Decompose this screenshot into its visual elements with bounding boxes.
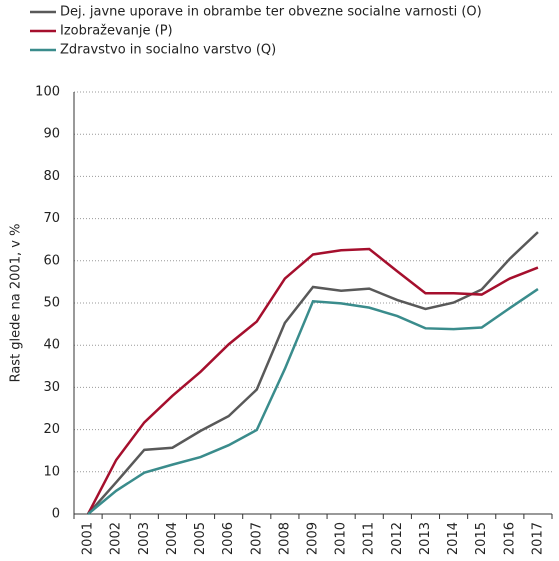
x-tick-label: 2007 bbox=[249, 522, 264, 555]
x-tick-label: 2017 bbox=[530, 522, 545, 555]
y-tick-label: 30 bbox=[43, 380, 60, 395]
x-tick-label: 2015 bbox=[474, 522, 489, 555]
legend-label: Izobraževanje (P) bbox=[60, 24, 173, 39]
y-tick-label: 80 bbox=[43, 169, 60, 184]
x-tick-label: 2012 bbox=[390, 522, 405, 555]
legend-label: Zdravstvo in socialno varstvo (Q) bbox=[60, 43, 276, 58]
x-tick-label: 2011 bbox=[362, 522, 377, 555]
x-tick-label: 2003 bbox=[137, 522, 152, 555]
y-tick-label: 20 bbox=[43, 422, 60, 437]
y-tick-label: 90 bbox=[43, 127, 60, 142]
x-tick-label: 2014 bbox=[446, 522, 461, 555]
x-tick-label: 2005 bbox=[193, 522, 208, 555]
legend-label: Dej. javne uporave in obrambe ter obvezn… bbox=[60, 5, 482, 20]
x-tick-label: 2009 bbox=[306, 522, 321, 555]
x-tick-label: 2013 bbox=[418, 522, 433, 555]
x-tick-label: 2004 bbox=[165, 522, 180, 555]
y-tick-label: 0 bbox=[52, 507, 60, 522]
y-tick-label: 70 bbox=[43, 211, 60, 226]
x-tick-label: 2010 bbox=[334, 522, 349, 555]
x-tick-label: 2006 bbox=[221, 522, 236, 555]
y-tick-label: 60 bbox=[43, 253, 60, 268]
y-tick-label: 40 bbox=[43, 338, 60, 353]
series-line bbox=[87, 288, 539, 515]
y-tick-label: 10 bbox=[43, 464, 60, 479]
series-line bbox=[86, 247, 539, 515]
series-line bbox=[87, 231, 539, 515]
x-tick-label: 2002 bbox=[109, 522, 124, 555]
x-tick-label: 2008 bbox=[277, 522, 292, 555]
y-axis-label: Rast glede na 2001, v % bbox=[9, 224, 24, 383]
x-tick-label: 2016 bbox=[502, 522, 517, 555]
x-tick-label: 2001 bbox=[81, 522, 96, 555]
y-tick-label: 50 bbox=[43, 296, 60, 311]
y-tick-label: 100 bbox=[35, 85, 60, 100]
